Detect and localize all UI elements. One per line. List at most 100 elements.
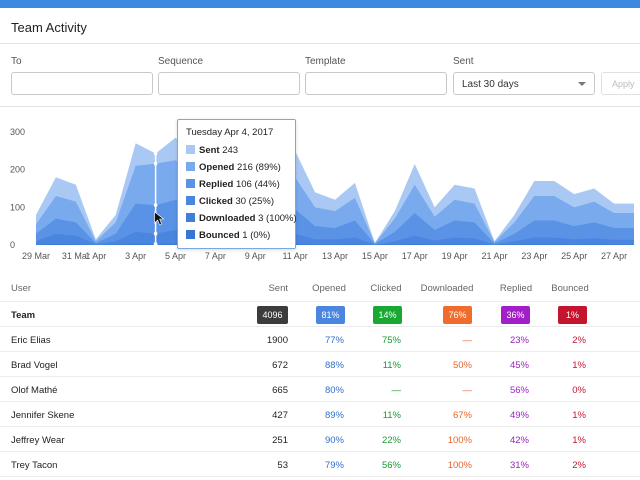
table-header-row: User Sent Opened Clicked Downloaded Repl…	[0, 277, 640, 302]
x-tick-label: 13 Apr	[322, 251, 348, 261]
sent-range-value: Last 30 days	[462, 79, 519, 90]
downloaded-value: 100%	[447, 435, 472, 446]
x-tick-label: 11 Apr	[282, 251, 307, 261]
table-row[interactable]: Brad Vogel 672 88% 11% 50% 45% 1%	[0, 352, 640, 377]
x-tick-label: 1 Apr	[85, 251, 106, 261]
tooltip-row-replied: Replied 106 (44%)	[186, 179, 280, 190]
sent-value: 251	[272, 435, 288, 446]
to-label: To	[11, 56, 22, 67]
replied-value: 31%	[509, 460, 529, 471]
bounced-value: 1%	[572, 435, 586, 446]
sent-range-select[interactable]: Last 30 days	[453, 72, 595, 95]
sent-label: Sent	[453, 56, 474, 67]
downloaded-value: —	[462, 335, 473, 346]
clicked-value: 11%	[382, 360, 401, 371]
sent-value: 1900	[266, 335, 288, 346]
bounced-value: 1%	[572, 410, 586, 421]
clicked-value: 11%	[382, 410, 401, 421]
x-tick-label: 7 Apr	[205, 251, 226, 261]
bounced-swatch	[186, 230, 195, 239]
replied-column-header[interactable]: Replied	[499, 283, 533, 294]
sent-value: 427	[272, 410, 288, 421]
sent-value: 53	[277, 460, 288, 471]
user-name: Brad Vogel	[11, 360, 58, 371]
sent-value: 665	[272, 385, 288, 396]
replied-value: 49%	[509, 410, 529, 421]
x-tick-label: 23 Apr	[521, 251, 547, 261]
user-name: Jeffrey Wear	[11, 435, 65, 446]
table-row[interactable]: Jeffrey Wear 251 90% 22% 100% 42% 1%	[0, 427, 640, 452]
opened-column-header[interactable]: Opened	[312, 283, 346, 294]
bounced-value: 1%	[572, 360, 586, 371]
y-tick-label: 100	[10, 202, 25, 212]
chevron-down-icon	[578, 82, 586, 86]
downloaded-column-header[interactable]: Downloaded	[420, 283, 474, 294]
tooltip-row-clicked: Clicked 30 (25%)	[186, 196, 274, 207]
hover-point	[153, 151, 158, 156]
bounced-value: 0%	[572, 385, 586, 396]
template-label: Template	[305, 56, 346, 67]
clicked-value: —	[391, 385, 402, 396]
team-opened-badge: 81%	[316, 306, 345, 324]
tooltip-date: Tuesday Apr 4, 2017	[186, 127, 274, 138]
downloaded-value: 67%	[452, 410, 472, 421]
bounced-value: 2%	[572, 335, 586, 346]
opened-value: 90%	[324, 435, 344, 446]
opened-swatch	[186, 162, 195, 171]
opened-value: 80%	[324, 385, 344, 396]
downloaded-value: 50%	[452, 360, 472, 371]
x-tick-label: 19 Apr	[442, 251, 468, 261]
tooltip-row-opened: Opened 216 (89%)	[186, 162, 281, 173]
downloaded-value: 100%	[447, 460, 472, 471]
tooltip-row-sent: Sent 243	[186, 145, 238, 156]
replied-value: 45%	[509, 360, 529, 371]
table-row[interactable]: Trey Tacon 53 79% 56% 100% 31% 2%	[0, 452, 640, 477]
tooltip-row-downloaded: Downloaded 3 (100%)	[186, 213, 297, 224]
hover-point	[153, 242, 158, 247]
sent-column-header[interactable]: Sent	[268, 283, 288, 294]
replied-value: 42%	[509, 435, 529, 446]
team-sent-badge: 4096	[257, 306, 288, 324]
team-clicked-badge: 14%	[373, 306, 402, 324]
user-name: Trey Tacon	[11, 460, 58, 471]
x-tick-label: 21 Apr	[481, 251, 507, 261]
page-title: Team Activity	[11, 20, 87, 35]
downloaded-swatch	[186, 213, 195, 222]
to-input[interactable]	[11, 72, 153, 95]
clicked-value: 56%	[381, 460, 401, 471]
clicked-value: 75%	[381, 335, 401, 346]
user-column-header[interactable]: User	[11, 283, 32, 294]
team-row: Team 4096 81% 14% 76% 36% 1%	[0, 302, 640, 327]
x-tick-label: 25 Apr	[561, 251, 587, 261]
x-tick-label: 31 Mar	[62, 251, 90, 261]
downloaded-value: —	[462, 385, 473, 396]
apply-button[interactable]: Apply	[601, 72, 640, 95]
sequence-label: Sequence	[158, 56, 204, 67]
hover-point	[153, 161, 158, 166]
table-row[interactable]: Eric Elias 1900 77% 75% — 23% 2%	[0, 327, 640, 352]
activity-chart: 0 100 200 300 29 Mar 31 Mar 1 Apr 3 Apr 5 Apr 7 A…	[0, 108, 640, 276]
table-row[interactable]: Olof Mathé 665 80% — — 56% 0%	[0, 377, 640, 402]
x-tick-label: 17 Apr	[402, 251, 428, 261]
x-tick-label: 27 Apr	[601, 251, 627, 261]
replied-value: 23%	[509, 335, 529, 346]
x-tick-label: 3 Apr	[125, 251, 146, 261]
y-tick-label: 300	[10, 127, 25, 137]
user-name: Olof Mathé	[11, 385, 58, 396]
team-downloaded-badge: 76%	[443, 306, 472, 324]
sequence-input[interactable]	[158, 72, 300, 95]
team-name: Team	[11, 310, 36, 321]
user-name: Eric Elias	[11, 335, 51, 346]
top-accent-bar	[0, 0, 640, 8]
bounced-column-header[interactable]: Bounced	[551, 283, 589, 294]
replied-swatch	[186, 179, 195, 188]
team-bounced-badge: 1%	[558, 306, 587, 324]
x-tick-label: 9 Apr	[245, 251, 266, 261]
clicked-column-header[interactable]: Clicked	[370, 283, 402, 294]
opened-value: 79%	[324, 460, 344, 471]
template-input[interactable]	[305, 72, 447, 95]
clicked-swatch	[186, 196, 195, 205]
team-replied-badge: 36%	[501, 306, 530, 324]
bounced-value: 2%	[572, 460, 586, 471]
table-row[interactable]: Jennifer Skene 427 89% 11% 67% 49% 1%	[0, 402, 640, 427]
